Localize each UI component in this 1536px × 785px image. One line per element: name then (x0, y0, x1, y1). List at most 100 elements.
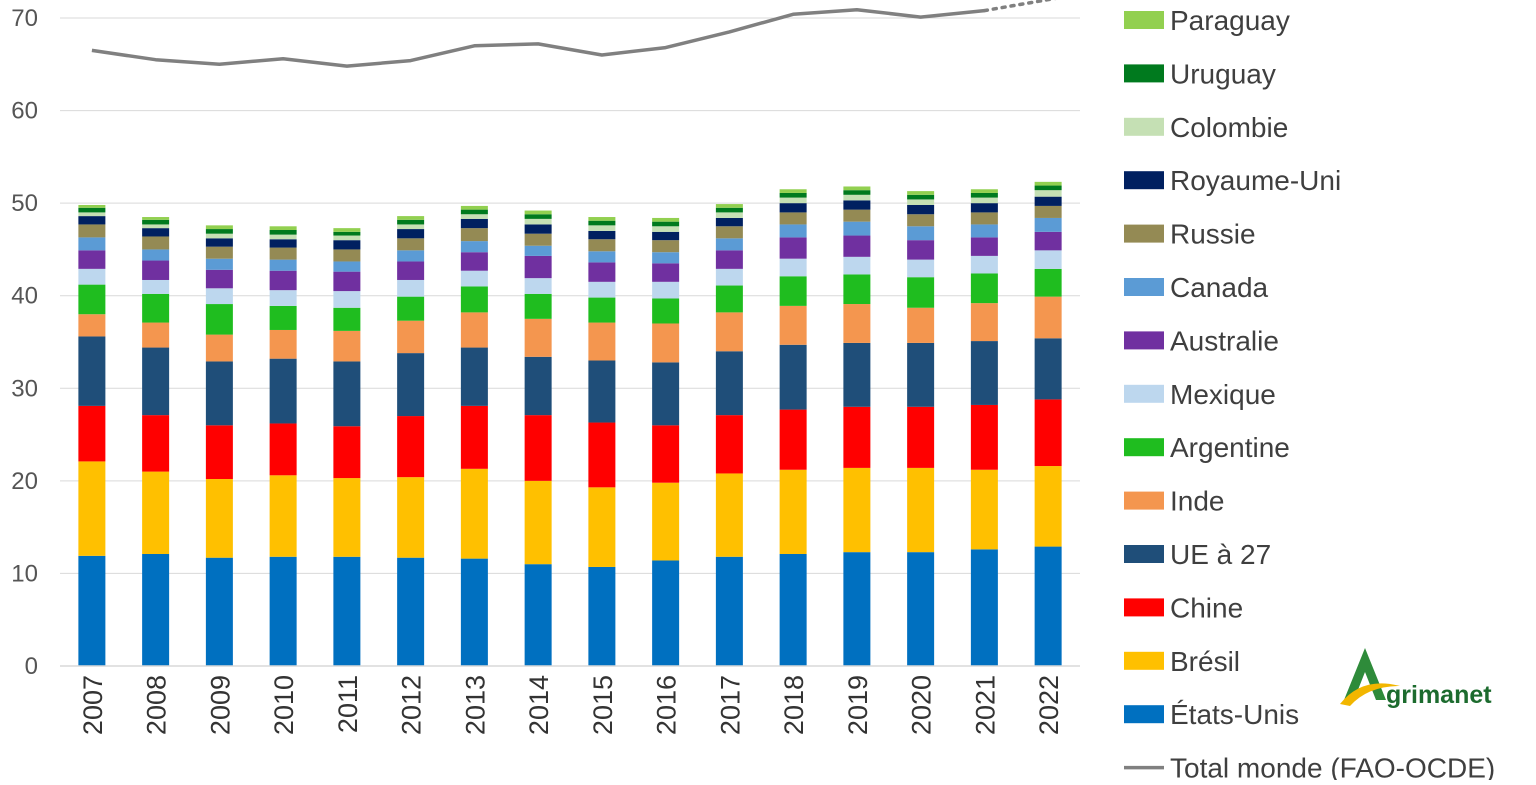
bar-2010-11 (269, 234, 297, 240)
legend-swatch-5 (1124, 278, 1164, 296)
bar-2007-7 (78, 250, 106, 269)
bar-2015-1 (588, 487, 616, 567)
bar-2019-7 (843, 235, 871, 257)
bar-2009-0 (205, 557, 233, 666)
bar-2020-4 (907, 307, 935, 343)
bar-2009-10 (205, 238, 233, 247)
total-line-solid (91, 7, 985, 68)
bar-2017-9 (715, 226, 743, 239)
bar-2016-0 (652, 560, 680, 666)
bar-2021-7 (970, 237, 998, 256)
bar-2007-9 (78, 224, 106, 238)
bar-2018-0 (779, 553, 807, 666)
bar-2009-13 (205, 225, 233, 230)
bar-2018-8 (779, 224, 807, 238)
legend-swatch-8 (1124, 438, 1164, 457)
bar-2015-8 (588, 251, 616, 263)
x-tick-label-2014: 2014 (524, 675, 554, 735)
legend-swatch-2 (1124, 117, 1164, 136)
bar-2018-7 (779, 237, 807, 259)
bar-2011-12 (333, 231, 361, 236)
bar-2008-6 (142, 279, 170, 294)
bar-2011-6 (333, 291, 361, 308)
bar-2008-2 (142, 415, 170, 472)
bar-2009-3 (205, 361, 233, 426)
bar-2011-1 (333, 478, 361, 557)
bar-2011-8 (333, 261, 361, 272)
bar-2019-5 (843, 274, 871, 305)
bar-2016-8 (652, 252, 680, 264)
bar-2016-2 (652, 425, 680, 483)
bar-2010-13 (269, 226, 297, 230)
legend-label-8: Argentine (1170, 432, 1290, 463)
bar-2015-4 (588, 322, 616, 361)
bar-2021-8 (970, 224, 998, 238)
bar-2013-5 (460, 286, 488, 313)
legend-swatch-4 (1124, 224, 1164, 243)
legend-label-2: Colombie (1170, 112, 1288, 143)
bar-2011-7 (333, 271, 361, 292)
bar-2018-10 (779, 203, 807, 213)
legend-swatch-6 (1124, 331, 1164, 350)
bar-2022-0 (1034, 546, 1062, 666)
bar-2021-13 (970, 189, 998, 193)
bar-2010-6 (269, 290, 297, 306)
bar-2014-6 (524, 278, 552, 294)
bar-2020-2 (907, 406, 935, 468)
bar-2014-2 (524, 415, 552, 481)
legend: Paraguay Uruguay Colombie Royaume-Uni Russie… (1124, 5, 1495, 784)
y-tick-label-0: 0 (25, 653, 38, 680)
bar-2020-1 (907, 467, 935, 553)
bar-2020-10 (907, 204, 935, 215)
bar-2010-2 (269, 423, 297, 476)
bar-2012-7 (397, 261, 425, 280)
bar-2009-7 (205, 269, 233, 289)
bar-2009-8 (205, 258, 233, 270)
bar-2016-12 (652, 221, 680, 227)
bar-2007-5 (78, 284, 106, 315)
bar-2011-10 (333, 240, 361, 250)
bar-2010-12 (269, 229, 297, 235)
bar-2022-6 (1034, 250, 1062, 269)
total-line (91, 0, 1057, 68)
bar-2020-0 (907, 552, 935, 666)
bar-2014-12 (524, 214, 552, 219)
bar-2010-7 (269, 270, 297, 291)
bar-2010-4 (269, 329, 297, 359)
bar-2008-7 (142, 260, 170, 280)
bar-2014-0 (524, 564, 552, 666)
bar-2022-5 (1034, 268, 1062, 297)
y-tick-label-20: 20 (11, 468, 38, 495)
bar-2007-4 (78, 314, 106, 337)
bar-2015-13 (588, 217, 616, 221)
bar-2015-7 (588, 262, 616, 282)
bar-2018-12 (779, 192, 807, 198)
legend-swatch-9 (1124, 491, 1164, 510)
bar-2008-8 (142, 249, 170, 261)
total-line-projection (982, 0, 1057, 13)
bar-2018-5 (779, 276, 807, 306)
bar-2015-10 (588, 230, 616, 240)
bar-2007-2 (78, 405, 106, 462)
bar-2021-1 (970, 469, 998, 550)
bar-2009-6 (205, 288, 233, 305)
bar-2008-0 (142, 553, 170, 666)
legend-swatch-13 (1124, 705, 1164, 724)
bar-2017-11 (715, 212, 743, 218)
y-tick-label-60: 60 (11, 98, 38, 125)
bar-2012-13 (397, 216, 425, 220)
x-tick-label-2008: 2008 (142, 675, 172, 735)
bar-2009-1 (205, 479, 233, 558)
x-axis-ticks: 2007 2008 2009 2010 2011 2012 2013 2014 2015 2016… (78, 675, 1064, 735)
bar-2019-10 (843, 200, 871, 210)
bar-2009-4 (205, 334, 233, 362)
bar-2020-3 (907, 342, 935, 407)
bar-2008-12 (142, 219, 170, 225)
bar-2015-12 (588, 220, 616, 226)
bar-2017-0 (715, 556, 743, 666)
bar-2012-2 (397, 416, 425, 478)
x-tick-label-2020: 2020 (907, 675, 937, 735)
legend-swatch-7 (1124, 384, 1164, 403)
bar-2020-7 (907, 240, 935, 260)
